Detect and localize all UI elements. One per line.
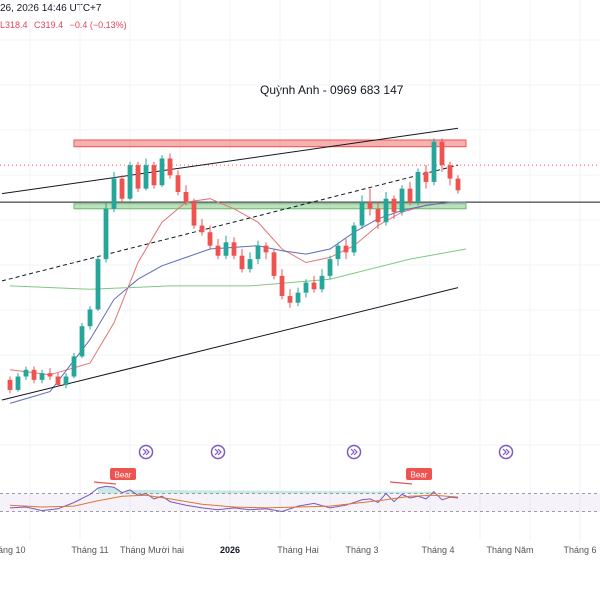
candle-up xyxy=(303,282,309,293)
time-axis-label: Tháng Mười hai xyxy=(120,545,184,555)
candle-down xyxy=(175,175,181,192)
candle-down xyxy=(231,242,237,256)
candle-down xyxy=(183,192,189,203)
candle-up xyxy=(159,158,165,186)
chart-datetime: 26, 2026 14:46 UTC+7 xyxy=(0,3,102,14)
candle-down xyxy=(423,171,429,182)
candle-down xyxy=(215,245,221,256)
candle-down xyxy=(151,165,157,186)
candle-down xyxy=(367,202,373,209)
candle-up xyxy=(15,376,21,390)
ohlc-low: L318.4 xyxy=(0,20,28,30)
candle-up xyxy=(295,292,301,303)
candle-down xyxy=(311,282,317,290)
candle-up xyxy=(87,309,93,327)
candle-up xyxy=(351,225,357,253)
candle-down xyxy=(119,178,125,199)
candle-up xyxy=(247,259,253,270)
candle-down xyxy=(31,369,37,380)
candle-up xyxy=(327,259,333,276)
candle-up xyxy=(71,356,77,377)
candle-up xyxy=(383,198,389,223)
candle-up xyxy=(127,165,133,199)
candle-up xyxy=(399,188,405,213)
channel-trend-line xyxy=(1,127,459,195)
candle-up xyxy=(255,245,261,260)
forward-event-chevron xyxy=(502,448,510,456)
resistance-zone xyxy=(73,139,467,148)
candle-down xyxy=(271,252,277,276)
candle-up xyxy=(335,245,341,260)
bear-label-box xyxy=(110,468,136,480)
ma-slow-line xyxy=(9,248,467,290)
bear-label: Bear xyxy=(115,471,132,480)
time-axis-label: Tháng Hai xyxy=(277,545,319,555)
watermark-text: Quỳnh Anh - 0969 683 147 xyxy=(260,83,404,97)
time-axis-label: Tháng 11 xyxy=(71,545,109,555)
candle-down xyxy=(447,165,453,179)
candle-up xyxy=(223,242,229,256)
candle-down xyxy=(407,188,413,203)
candle-down xyxy=(191,202,197,226)
candle-up xyxy=(23,369,29,377)
candle-down xyxy=(135,165,141,189)
rsi-overbought-fill xyxy=(98,486,434,494)
ma-fast-line xyxy=(9,198,466,376)
rsi-line xyxy=(9,485,459,513)
candle-down xyxy=(7,379,13,390)
candle-up xyxy=(111,178,117,209)
rsi-band xyxy=(0,493,600,512)
candle-up xyxy=(103,208,109,260)
divergence-line xyxy=(93,481,117,485)
candle-up xyxy=(143,165,149,189)
candle-down xyxy=(375,208,381,223)
candle-down xyxy=(239,255,245,270)
time-axis-label: Tháng 6 xyxy=(563,545,597,555)
candle-down xyxy=(167,158,173,176)
time-axis-label: Tháng 4 xyxy=(421,545,455,555)
time-axis-label: Tháng 3 xyxy=(345,545,379,555)
candle-down xyxy=(279,275,285,296)
candle-down xyxy=(391,198,397,213)
candle-down xyxy=(287,296,293,303)
candle-up xyxy=(79,326,85,357)
forward-event-chevron xyxy=(142,448,150,456)
candle-down xyxy=(207,232,213,246)
ohlc-close: C319.4 xyxy=(34,20,64,30)
time-axis-label: tháng 10 xyxy=(0,545,26,555)
bear-label-box xyxy=(406,468,432,480)
forward-event-chevron xyxy=(350,448,358,456)
candle-up xyxy=(319,275,325,290)
candle-up xyxy=(63,376,69,385)
bear-label: Bear xyxy=(411,471,428,480)
support-zone xyxy=(73,203,467,210)
candle-down xyxy=(343,245,349,253)
divergence-line xyxy=(389,481,413,485)
rsi-ma-line xyxy=(9,494,459,509)
candle-down xyxy=(263,245,269,253)
candle-down xyxy=(47,373,53,377)
channel-trend-line xyxy=(1,287,459,401)
forward-event-chevron xyxy=(214,448,222,456)
ohlc-readout: L318.4 C319.4 −0.4 (−0.13%) xyxy=(0,20,127,30)
candle-up xyxy=(39,373,45,380)
candle-up xyxy=(95,259,101,310)
candle-up xyxy=(431,141,437,182)
time-axis-label: Tháng Năm xyxy=(486,545,534,555)
channel-midline xyxy=(1,164,459,282)
candle-down xyxy=(55,376,61,385)
candle-up xyxy=(415,171,421,203)
ohlc-change: −0.4 (−0.13%) xyxy=(69,20,127,30)
candle-up xyxy=(359,202,365,226)
candle-down xyxy=(199,225,205,233)
candle-down xyxy=(455,178,461,191)
time-axis-label: 2026 xyxy=(219,545,241,555)
candle-down xyxy=(439,141,445,166)
